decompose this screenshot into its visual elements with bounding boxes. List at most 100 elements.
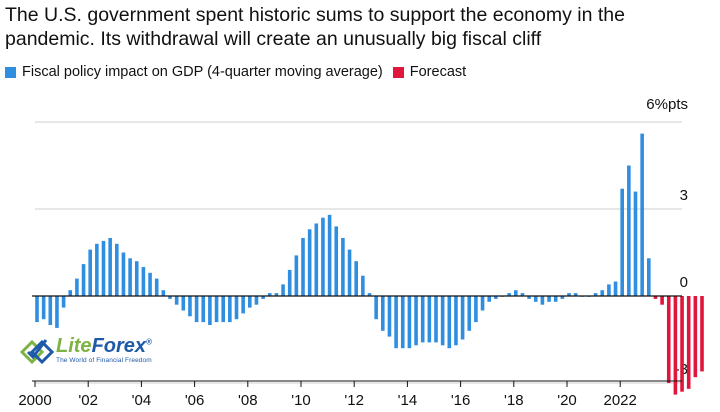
bar-actual	[460, 296, 465, 340]
logo-name: LiteForex®	[56, 336, 152, 356]
bar-actual	[394, 296, 398, 349]
bar-actual	[427, 296, 432, 343]
legend-label-forecast: Forecast	[409, 64, 467, 80]
logo-mark-icon	[20, 339, 54, 365]
bar-actual	[307, 229, 312, 296]
bar-forecast	[653, 296, 658, 299]
x-tick-label: 2000	[18, 392, 51, 409]
bar-actual	[161, 290, 166, 296]
bar-actual	[540, 296, 545, 305]
bar-actual	[174, 296, 179, 305]
bar-actual	[347, 249, 352, 296]
y-tick-label: 3	[680, 187, 688, 204]
bar-actual	[88, 249, 92, 296]
bar-actual	[274, 293, 279, 296]
bar-actual	[221, 296, 225, 323]
bar-actual	[367, 293, 372, 296]
bar-actual	[75, 278, 79, 296]
bar-actual	[361, 275, 365, 296]
bar-actual	[480, 296, 485, 311]
bar-actual	[68, 290, 73, 296]
bar-actual	[148, 272, 152, 296]
bar-actual	[407, 296, 412, 349]
bar-actual	[514, 290, 518, 296]
bar-actual	[301, 238, 305, 296]
bar-actual	[567, 293, 571, 296]
y-tick-label: 6%pts	[646, 96, 688, 113]
bar-actual	[214, 296, 219, 323]
bar-actual	[134, 261, 139, 296]
bar-actual	[281, 284, 285, 296]
bar-forecast	[693, 296, 698, 378]
bar-actual	[48, 296, 53, 325]
bar-actual	[234, 296, 239, 320]
logo-registered: ®	[146, 337, 152, 347]
bar-actual	[248, 296, 252, 308]
bar-actual	[507, 293, 511, 296]
bar-actual	[447, 296, 452, 349]
bar-actual	[108, 238, 112, 296]
bar-forecast	[673, 296, 678, 395]
bar-actual	[520, 293, 525, 296]
logo-name-lite: Lite	[56, 334, 92, 357]
bar-actual	[201, 296, 206, 323]
bar-actual	[41, 296, 46, 320]
bar-actual	[607, 284, 611, 296]
x-tick-label: '12	[344, 392, 364, 409]
bar-actual	[533, 296, 538, 302]
bar-forecast	[660, 296, 664, 305]
bar-actual	[55, 296, 59, 328]
legend-item-fiscal-impact: Fiscal policy impact on GDP (4-quarter m…	[5, 64, 383, 80]
x-tick-label: '08	[238, 392, 258, 409]
bar-actual	[141, 267, 146, 296]
bar-actual	[121, 252, 126, 296]
bar-actual	[414, 296, 418, 346]
bar-actual	[168, 296, 172, 299]
bar-actual	[115, 243, 119, 296]
bar-actual	[81, 264, 86, 296]
bar-forecast	[686, 296, 691, 389]
bar-actual	[527, 296, 531, 299]
legend-swatch-red	[392, 66, 404, 78]
bar-forecast	[700, 296, 704, 372]
x-tick-label: '14	[398, 392, 418, 409]
bar-actual	[387, 296, 392, 337]
bar-actual	[35, 296, 39, 323]
bar-actual	[434, 296, 438, 343]
bar-actual	[208, 296, 212, 325]
logo-tagline: The World of Financial Freedom	[56, 356, 152, 364]
bar-actual	[154, 278, 159, 296]
bar-actual	[314, 223, 319, 296]
x-tick-label: '02	[78, 392, 98, 409]
bar-actual	[287, 269, 292, 296]
bar-actual	[547, 296, 551, 302]
bar-actual	[254, 296, 259, 305]
bar-actual	[467, 296, 472, 331]
bar-forecast	[680, 296, 684, 392]
bar-actual	[354, 261, 358, 296]
logo-name-forex: Forex	[91, 334, 147, 357]
bar-actual	[194, 296, 199, 323]
bar-actual	[593, 293, 598, 296]
bar-actual	[400, 296, 405, 349]
bar-actual	[61, 296, 66, 308]
bar-actual	[420, 296, 425, 343]
bar-actual	[560, 296, 565, 299]
bar-actual	[128, 258, 132, 296]
legend-swatch-blue	[5, 66, 16, 78]
bar-actual	[620, 188, 624, 296]
bar-actual	[241, 296, 245, 314]
bar-actual	[487, 296, 491, 302]
x-tick-label: '04	[132, 392, 152, 409]
bar-actual	[267, 293, 272, 296]
chart-legend: Fiscal policy impact on GDP (4-quarter m…	[5, 64, 466, 80]
bar-actual	[633, 191, 638, 296]
bar-actual	[321, 217, 325, 296]
bar-actual	[95, 243, 99, 296]
x-tick-label: '06	[185, 392, 205, 409]
bar-actual	[440, 296, 445, 346]
bar-actual	[600, 290, 605, 296]
bar-actual	[228, 296, 232, 323]
x-tick-label: 2022	[604, 392, 637, 409]
